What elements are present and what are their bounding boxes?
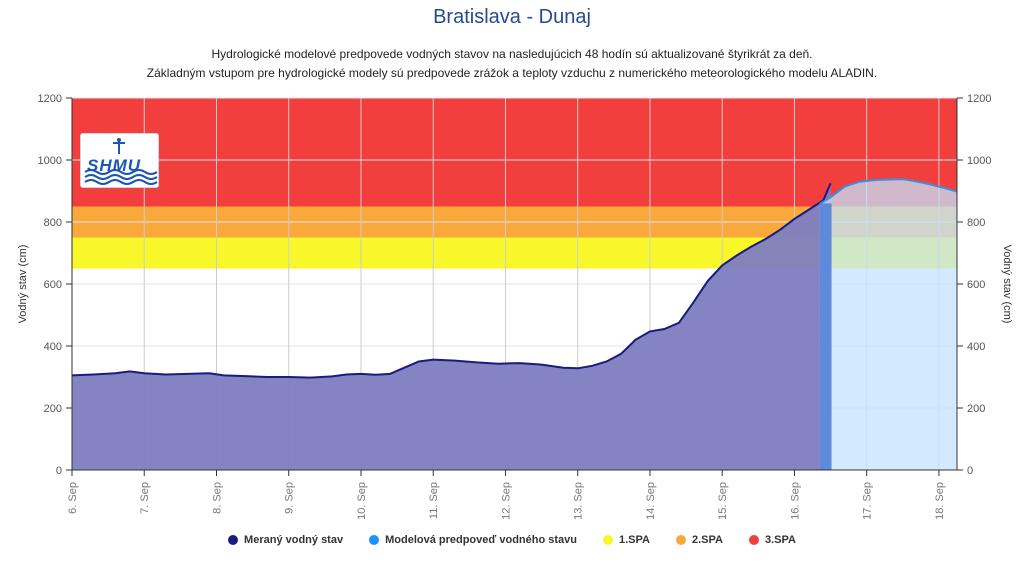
chart-legend: Meraný vodný stav Modelová predpoveď vodn… [0, 534, 1024, 546]
legend-item-4[interactable]: 3.SPA [748, 534, 796, 546]
series-line-0 [71, 182, 832, 379]
legend-label: 1.SPA [618, 534, 650, 546]
y-tick-label-left: 0 [56, 465, 62, 477]
y-tick-label-right: 600 [967, 279, 985, 291]
legend-marker-icon [369, 535, 380, 545]
y-tick-label-left: 1000 [38, 155, 62, 167]
y-tick-label-right: 800 [967, 217, 985, 229]
x-tick-label: 10. Sep [356, 482, 368, 520]
legend-marker-icon [602, 535, 613, 545]
subtitle-line-1: Hydrologické modelové predpovede vodných… [211, 47, 813, 61]
x-tick-label: 16. Sep [789, 482, 801, 520]
y-ticks-right: 0 200 400 600 800 1000 1200 [957, 93, 991, 477]
x-tick-label: 8. Sep [211, 482, 223, 514]
shmu-logo-icon [84, 138, 158, 185]
logo-text: SHMU [87, 156, 142, 175]
y-tick-label-left: 400 [44, 341, 62, 353]
shmu-logo: SHMU [80, 133, 159, 188]
x-tick-label: 9. Sep [284, 482, 296, 514]
y-tick-label-left: 600 [44, 279, 62, 291]
x-tick-label: 17. Sep [862, 482, 874, 520]
y-ticks-left: 0 200 400 600 800 1000 1200 [38, 93, 72, 477]
legend-label: Modelová predpoveď vodného stavu [385, 534, 577, 546]
x-tick-label: 7. Sep [139, 482, 151, 514]
y-tick-label-left: 800 [44, 217, 62, 229]
y-tick-label-right: 1200 [967, 93, 991, 105]
subtitle-line-2: Základným vstupom pre hydrologické model… [146, 66, 878, 80]
y-tick-label-left: 1200 [38, 93, 62, 105]
series-area-1 [819, 179, 957, 470]
chart-subtitle: Hydrologické modelové predpovede vodných… [0, 45, 1024, 83]
series-areas [72, 179, 957, 471]
y-axis-label-right: Vodný stav (cm) [1001, 245, 1013, 324]
series-lines [71, 178, 958, 379]
legend-item-0[interactable]: Meraný vodný stav [228, 534, 343, 546]
x-tick-label: 13. Sep [573, 482, 585, 520]
x-tick-label: 12. Sep [500, 482, 512, 520]
chart-title: Bratislava - Dunaj [433, 6, 591, 28]
y-axis-label-left: Vodný stav (cm) [17, 245, 29, 324]
x-tick-label: 18. Sep [934, 482, 946, 520]
band-3spa [72, 98, 957, 207]
water-level-chart: 0 200 400 600 800 1000 1200 0 200 400 600 800 1000 1… [17, 93, 1013, 520]
legend-item-3[interactable]: 2.SPA [675, 534, 723, 546]
x-tick-label: 14. Sep [645, 482, 657, 520]
x-tick-label: 6. Sep [67, 482, 79, 514]
legend-marker-icon [228, 535, 239, 545]
legend-label: Meraný vodný stav [244, 534, 344, 546]
series-area-0 [72, 183, 831, 471]
x-tick-label: 11. Sep [428, 482, 440, 519]
y-tick-label-right: 200 [967, 403, 985, 415]
legend-item-2[interactable]: 1.SPA [602, 534, 650, 546]
legend-label: 2.SPA [691, 534, 723, 546]
x-tick-label: 15. Sep [717, 482, 729, 520]
x-ticks: 6. Sep 7. Sep 8. Sep 9. Sep 10. Sep 11. Sep 12… [67, 470, 946, 520]
legend-marker-icon [675, 535, 686, 545]
legend-label: 3.SPA [764, 534, 796, 546]
y-tick-label-right: 1000 [967, 155, 991, 167]
legend-item-1[interactable]: Modelová predpoveď vodného stavu [369, 534, 577, 546]
series-line-1 [819, 178, 958, 205]
y-tick-label-left: 200 [44, 403, 62, 415]
legend-marker-icon [748, 535, 759, 545]
y-tick-label-right: 0 [967, 465, 973, 477]
series-overlap [819, 203, 832, 470]
y-tick-label-right: 400 [967, 341, 985, 353]
